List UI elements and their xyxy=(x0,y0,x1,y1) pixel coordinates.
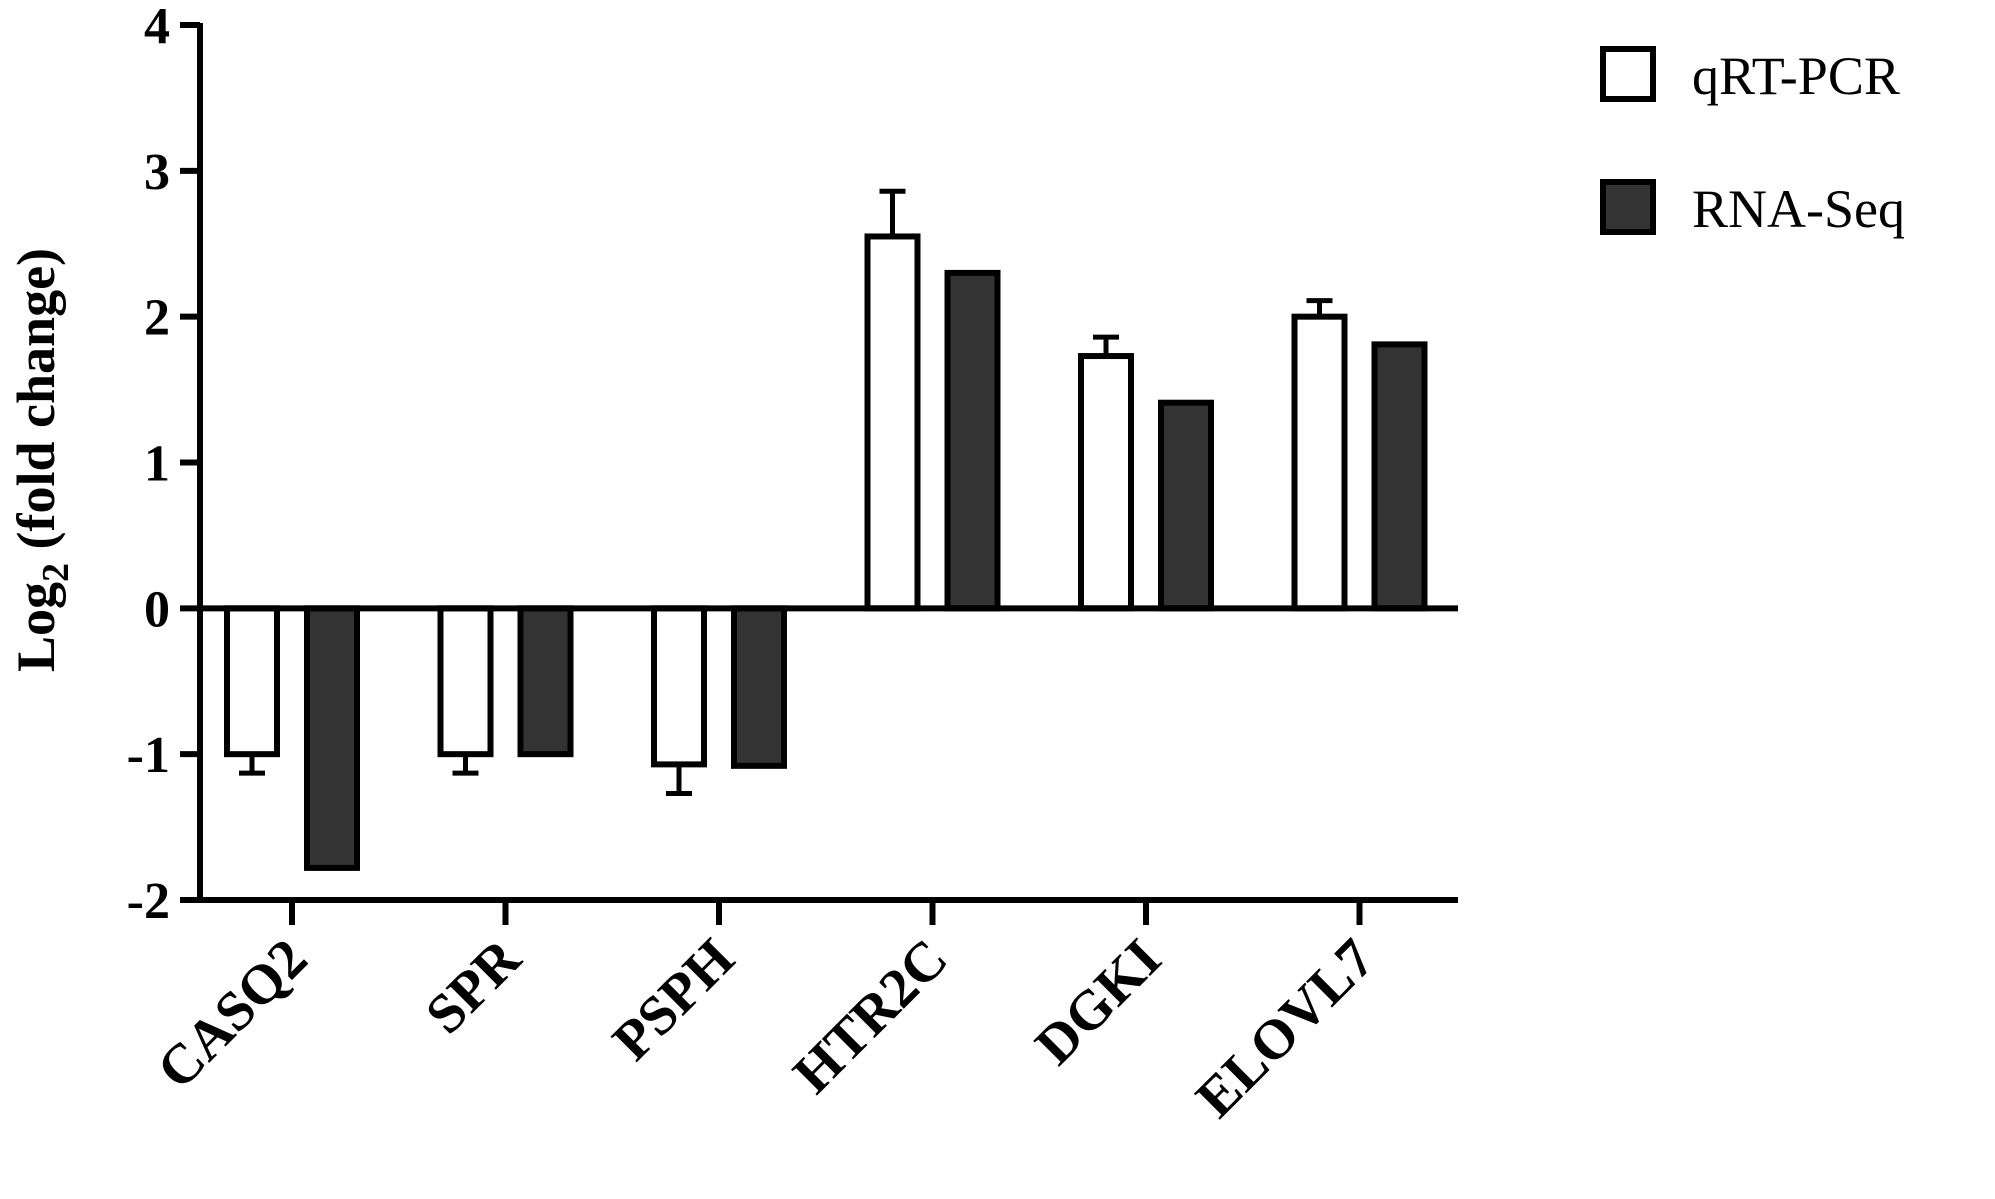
bar-qrt-pcr-elovl7 xyxy=(1291,313,1348,612)
y-tick-label: 4 xyxy=(144,0,170,55)
bar-rna-seq-psph xyxy=(731,605,787,769)
x-category-label: SPR xyxy=(414,927,533,1046)
bar-qrt-pcr-htr2c xyxy=(864,233,921,612)
y-axis-title: Log2 (fold change) xyxy=(6,248,77,672)
bar-qrt-pcr-dgki xyxy=(1078,353,1134,612)
x-category-label: CASQ2 xyxy=(146,927,320,1101)
x-axis-labels: CASQ2 SPR PSPH HTR2C DGKI ELOVL7 xyxy=(146,927,1387,1130)
bar-rna-seq-spr xyxy=(517,605,574,758)
x-category-label: ELOVL7 xyxy=(1184,927,1386,1129)
error-bars xyxy=(239,188,1333,797)
bar-rna-seq-casq2 xyxy=(304,605,360,871)
axes xyxy=(197,23,1458,903)
y-tick-label: 2 xyxy=(144,290,170,347)
legend-label-qrt-pcr: qRT-PCR xyxy=(1692,46,1900,106)
legend: qRT-PCR RNA-Seq xyxy=(1600,46,1905,239)
legend-swatch-qrt-pcr xyxy=(1600,46,1656,102)
x-category-label: DGKI xyxy=(1024,927,1173,1076)
legend-item-qrt-pcr: qRT-PCR xyxy=(1600,46,1900,106)
bar-rna-seq-elovl7 xyxy=(1371,341,1428,612)
y-axis-title-subscript: 2 xyxy=(35,563,77,582)
y-axis-ticks: -2 -1 0 1 2 3 4 xyxy=(127,0,200,930)
x-category-label: HTR2C xyxy=(782,927,960,1105)
legend-swatch-rna-seq xyxy=(1600,179,1656,235)
bar-rna-seq-dgki xyxy=(1158,399,1214,612)
y-tick-label: 3 xyxy=(144,144,170,201)
x-category-label: PSPH xyxy=(601,927,746,1072)
legend-item-rna-seq: RNA-Seq xyxy=(1600,179,1905,239)
y-tick-label: -2 xyxy=(127,873,170,930)
x-axis-ticks xyxy=(289,900,1363,925)
y-tick-label: 0 xyxy=(144,581,170,638)
bar-qrt-pcr-psph xyxy=(651,605,707,768)
bars xyxy=(224,233,1428,871)
bar-qrt-pcr-casq2 xyxy=(224,605,280,758)
bar-rna-seq-htr2c xyxy=(944,269,1001,612)
legend-label-rna-seq: RNA-Seq xyxy=(1692,179,1905,239)
y-axis-title-prefix: Log xyxy=(6,582,66,672)
y-tick-label: 1 xyxy=(144,436,170,493)
y-tick-label: -1 xyxy=(127,727,170,784)
bar-qrt-pcr-spr xyxy=(437,605,494,758)
y-axis-title-suffix: (fold change) xyxy=(6,248,66,563)
